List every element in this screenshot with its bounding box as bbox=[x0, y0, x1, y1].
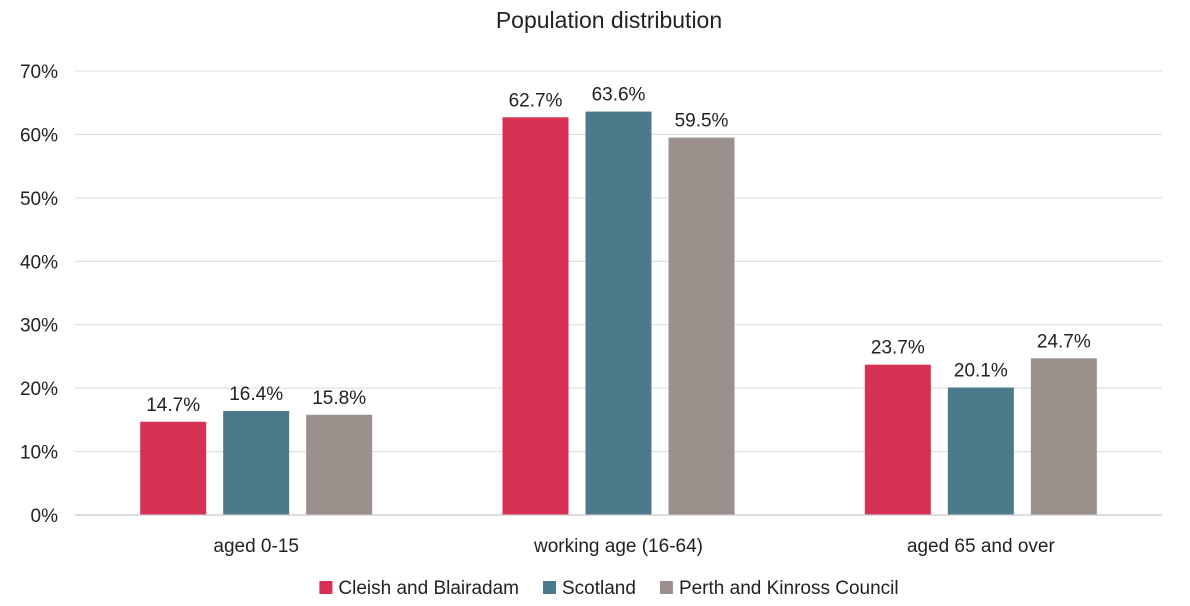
data-label: 62.7% bbox=[509, 90, 563, 111]
legend-swatch bbox=[659, 581, 673, 594]
data-label: 23.7% bbox=[871, 338, 925, 359]
legend-entry: Perth and Kinross Council bbox=[679, 578, 899, 599]
data-labels: 14.7% 16.4% 15.8% 62.7% 63.6% 59.5% 23.7% 20.1%… bbox=[146, 85, 1091, 416]
x-axis-category-labels: aged 0-15 working age (16-64) aged 65 and … bbox=[213, 536, 1055, 557]
y-tick-label: 0% bbox=[31, 506, 59, 527]
category-label: aged 0-15 bbox=[213, 536, 299, 557]
data-label: 24.7% bbox=[1037, 331, 1091, 352]
legend-swatch bbox=[319, 581, 333, 594]
y-tick-label: 10% bbox=[20, 443, 58, 464]
category-label: working age (16-64) bbox=[533, 536, 703, 557]
bar bbox=[585, 111, 652, 515]
bar bbox=[864, 364, 931, 515]
data-label: 59.5% bbox=[675, 111, 729, 132]
category-label: aged 65 and over bbox=[907, 536, 1056, 557]
y-tick-label: 70% bbox=[20, 62, 58, 83]
data-label: 20.1% bbox=[954, 361, 1008, 382]
y-tick-label: 40% bbox=[20, 252, 58, 273]
y-tick-label: 20% bbox=[20, 379, 58, 400]
bars bbox=[140, 111, 1097, 515]
bar bbox=[223, 410, 290, 515]
data-label: 16.4% bbox=[229, 384, 283, 405]
bar bbox=[502, 117, 569, 515]
bar bbox=[668, 137, 735, 515]
data-label: 14.7% bbox=[146, 395, 200, 416]
bar bbox=[1030, 358, 1097, 515]
legend-swatch bbox=[542, 581, 556, 594]
data-label: 63.6% bbox=[592, 85, 646, 106]
bar bbox=[140, 421, 207, 515]
legend-entry: Cleish and Blairadam bbox=[338, 578, 519, 599]
data-label: 15.8% bbox=[312, 388, 366, 409]
y-tick-label: 60% bbox=[20, 125, 58, 146]
y-axis-tick-labels: 0% 10% 20% 30% 40% 50% 60% 70% bbox=[20, 62, 58, 527]
chart-title: Population distribution bbox=[496, 7, 722, 33]
legend-entry: Scotland bbox=[562, 578, 636, 599]
y-tick-label: 50% bbox=[20, 189, 58, 210]
y-tick-label: 30% bbox=[20, 316, 58, 337]
bar bbox=[306, 414, 373, 515]
legend: Cleish and Blairadam Scotland Perth and Ki… bbox=[319, 578, 899, 599]
bar bbox=[947, 387, 1014, 515]
